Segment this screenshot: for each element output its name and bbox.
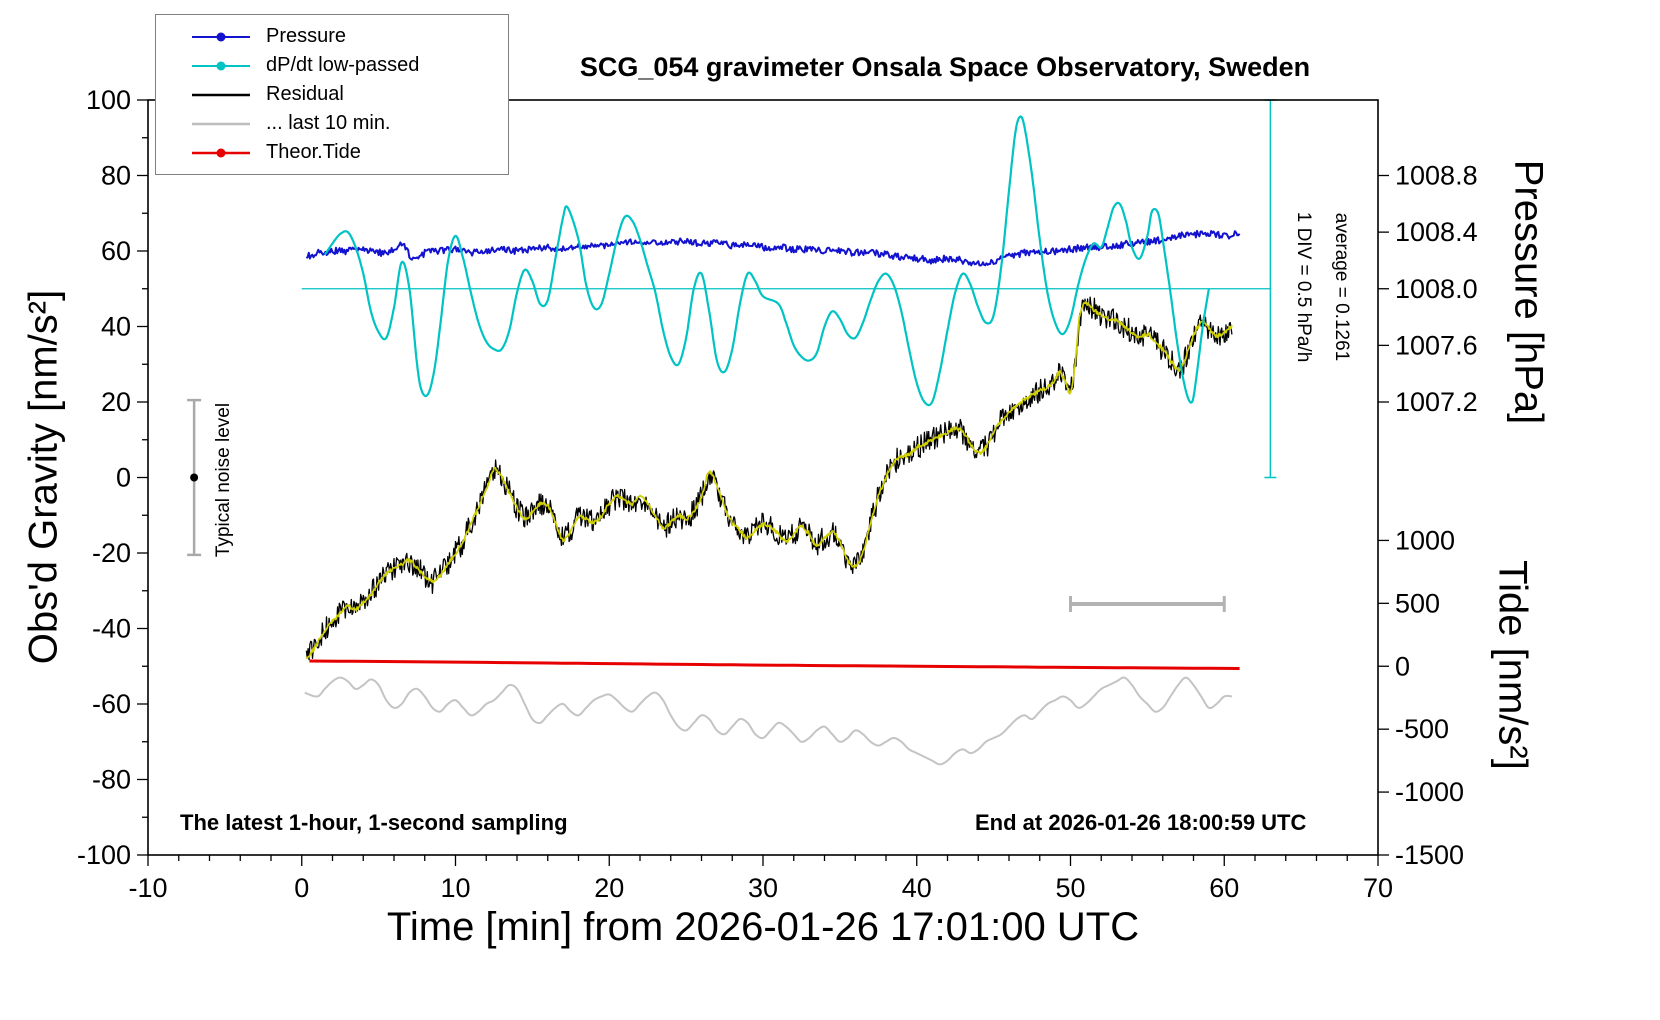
legend-item-pressure: Pressure <box>190 22 508 51</box>
plot-frame <box>147 99 1379 856</box>
tick-label: 1000 <box>1395 525 1455 555</box>
series-dpdt-lowpassed <box>323 115 1210 407</box>
tick-label: 20 <box>101 387 131 417</box>
legend-items: Pressure dP/dt low-passed Residual ... last… <box>190 22 508 167</box>
plot-series <box>301 115 1271 766</box>
tick-label: 50 <box>1055 873 1085 903</box>
tick-label: 30 <box>748 873 778 903</box>
tick-label: 80 <box>101 161 131 191</box>
tick-label: -60 <box>92 689 131 719</box>
tick-label: 1008.0 <box>1395 274 1478 304</box>
legend-line-sample <box>192 148 250 157</box>
legend-item-theor-tide: Theor.Tide <box>190 138 508 167</box>
sampling-note: The latest 1-hour, 1-second sampling <box>180 810 568 835</box>
tick-label: -1500 <box>1395 840 1464 870</box>
legend-line-sample <box>192 122 250 125</box>
tick-label: -20 <box>92 538 131 568</box>
tick-label: 0 <box>116 463 131 493</box>
legend-line-sample <box>192 32 250 41</box>
tick-label: 0 <box>294 873 309 903</box>
div-scale-label: 1 DIV = 0.5 hPa/h <box>1293 211 1314 363</box>
y-axis-label-gravity: Obs'd Gravity [nm/s²] <box>21 289 66 665</box>
tick-label: 1008.8 <box>1395 161 1478 191</box>
tick-label: 40 <box>902 873 932 903</box>
tick-label: 1007.6 <box>1395 330 1478 360</box>
tick-label: -10 <box>128 873 167 903</box>
axis-ticks <box>137 99 1389 866</box>
ten-min-window-bar <box>1069 595 1226 612</box>
noise-level-dot <box>190 473 199 482</box>
legend-item-label: ... last 10 min. <box>266 112 391 134</box>
legend-line-sample <box>192 93 250 96</box>
tick-label: -1000 <box>1395 777 1464 807</box>
tick-label: -80 <box>92 765 131 795</box>
tick-label: 10 <box>440 873 470 903</box>
legend-item-label: Residual <box>266 83 344 105</box>
tick-label: 40 <box>101 312 131 342</box>
axis-tick-labels: -10 0 10 20 30 40 50 60 70-100-80-60-40-20020406… <box>77 85 1478 903</box>
legend-marker-dot <box>216 61 226 70</box>
series-pressure <box>305 229 1241 267</box>
legend-item-label: dP/dt low-passed <box>266 54 420 76</box>
legend: Pressure dP/dt low-passed Residual ... last… <box>155 14 509 175</box>
noise-level-label: Typical noise level <box>213 402 234 558</box>
y-axis-label-pressure: Pressure [hPa] <box>1506 159 1551 425</box>
series-theor-tide <box>309 659 1240 670</box>
tick-label: 1008.4 <box>1395 217 1478 247</box>
legend-item-label: Pressure <box>266 25 347 47</box>
tick-label: 1007.2 <box>1395 387 1478 417</box>
tick-label: 60 <box>1209 873 1239 903</box>
tick-label: 60 <box>101 236 131 266</box>
series-residual-filtered <box>305 301 1233 659</box>
tick-label: 70 <box>1363 873 1393 903</box>
legend-marker-dot <box>216 148 226 157</box>
tick-label: 0 <box>1395 651 1410 681</box>
legend-item-dp-dt-low-passed: dP/dt low-passed <box>190 51 508 80</box>
average-label: average = 0.1261 <box>1331 212 1352 362</box>
legend-item-label: Theor.Tide <box>266 141 361 163</box>
tick-label: 20 <box>594 873 624 903</box>
series-residual-lowpassed <box>304 676 1233 766</box>
y-axis-label-tide: Tide [nm/s²] <box>1490 560 1535 770</box>
tick-label: 100 <box>86 85 131 115</box>
legend-item-last-10-min: ... last 10 min. <box>190 109 508 138</box>
legend-item-residual: Residual <box>190 80 508 109</box>
noise-level-bar <box>187 398 202 557</box>
tick-label: -40 <box>92 614 131 644</box>
legend-marker-dot <box>216 32 226 41</box>
tick-label: -500 <box>1395 714 1449 744</box>
tick-label: 500 <box>1395 588 1440 618</box>
x-axis-label: Time [min] from 2026-01-26 17:01:00 UTC <box>386 905 1140 949</box>
end-time-note: End at 2026-01-26 18:00:59 UTC <box>975 810 1307 835</box>
legend-line-sample <box>192 61 250 70</box>
chart-title: SCG_054 gravimeter Onsala Space Observat… <box>579 52 1311 82</box>
tick-label: -100 <box>77 840 131 870</box>
